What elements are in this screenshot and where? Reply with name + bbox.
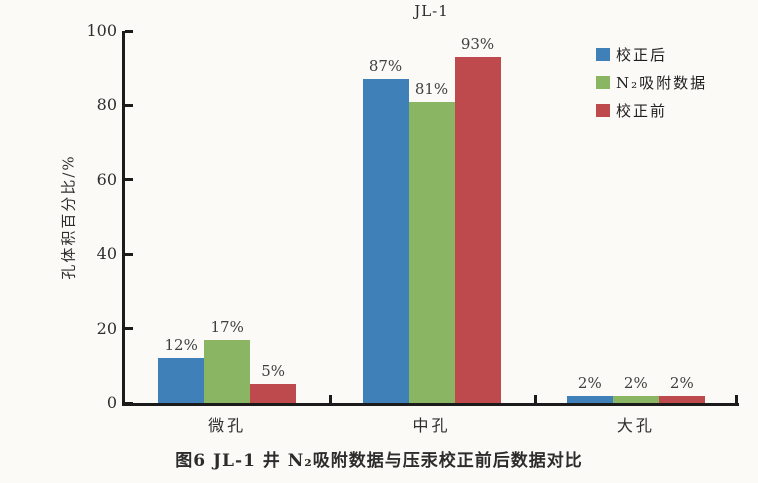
legend: 校正后 N₂吸附数据 校正前 (596, 44, 707, 128)
legend-label: 校正后 (616, 46, 668, 64)
y-tick-label: 20 (96, 318, 117, 338)
bar-微孔-校正后 (158, 358, 205, 403)
legend-label: 校正前 (616, 102, 668, 120)
y-axis-tick (125, 178, 133, 182)
y-axis-tick (125, 103, 133, 107)
legend-item: N₂吸附数据 (596, 72, 707, 93)
bar-微孔-校正前 (250, 384, 297, 403)
bar-value-label: 2% (623, 373, 648, 392)
legend-swatch (596, 76, 610, 89)
bar-value-label: 87% (368, 57, 403, 76)
y-axis-tick (125, 29, 133, 33)
bar-value-label: 12% (164, 336, 198, 355)
legend-label: N₂吸附数据 (616, 74, 708, 92)
x-category-label: 微孔 (208, 416, 247, 435)
x-axis-line (122, 403, 739, 406)
bar-中孔-校正前 (454, 57, 501, 403)
x-axis-tick (329, 395, 333, 403)
y-tick-label: 60 (96, 169, 117, 189)
y-tick-label: 0 (106, 393, 117, 412)
bar-中孔-校正后 (362, 79, 409, 403)
x-axis-tick (735, 395, 738, 403)
figure-caption: 图6 JL-1 井 N₂吸附数据与压汞校正前后数据对比 (175, 451, 583, 471)
bar-大孔-校正后 (566, 395, 613, 403)
y-axis-tick (125, 401, 133, 405)
bar-value-label: 81% (414, 79, 449, 98)
y-axis-tick (125, 252, 133, 256)
legend-swatch (596, 48, 610, 61)
legend-item: 校正后 (596, 44, 707, 65)
plot-area: 校正后 N₂吸附数据 校正前 0 20 40 60 80 100 微孔 12% 17% 5% 中孔 87%… (86, 21, 738, 435)
bar-中孔-N₂吸附数据 (408, 101, 455, 403)
y-tick-label: 80 (96, 95, 117, 115)
x-axis-tick (533, 395, 537, 403)
x-category-label: 大孔 (616, 416, 655, 435)
y-axis-line (122, 31, 125, 406)
bar-value-label: 2% (577, 373, 602, 392)
bar-value-label: 17% (210, 317, 244, 336)
x-category-label: 中孔 (412, 416, 451, 435)
y-tick-label: 100 (86, 21, 117, 40)
chart-title: JL-1 (414, 2, 449, 20)
y-tick-label: 40 (96, 244, 117, 264)
bar-value-label: 93% (460, 35, 495, 54)
y-axis-tick (125, 327, 133, 331)
legend-item: 校正前 (596, 100, 707, 121)
bar-微孔-N₂吸附数据 (204, 339, 251, 403)
bar-value-label: 2% (669, 373, 694, 392)
legend-swatch (596, 104, 610, 117)
bar-大孔-校正前 (658, 395, 705, 403)
bar-value-label: 5% (261, 362, 286, 381)
bar-大孔-N₂吸附数据 (612, 395, 659, 403)
